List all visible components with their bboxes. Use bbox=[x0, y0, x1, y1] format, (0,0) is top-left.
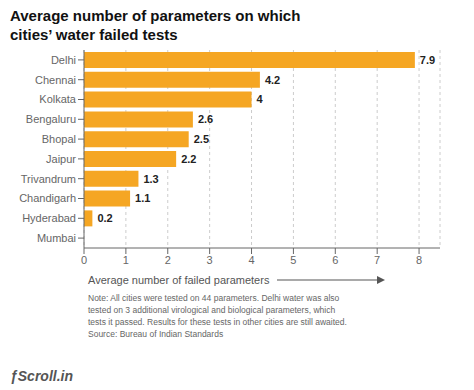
html-text:Average number of parameters o: Average number of parameters on which bbox=[10, 7, 301, 24]
svg-text:2.5: 2.5 bbox=[194, 133, 209, 145]
svg-text:2: 2 bbox=[165, 254, 171, 266]
svg-text:3: 3 bbox=[207, 254, 213, 266]
svg-text:8: 8 bbox=[416, 254, 422, 266]
svg-text:Bengaluru: Bengaluru bbox=[26, 113, 76, 125]
svg-text:4: 4 bbox=[248, 254, 254, 266]
svg-text:7: 7 bbox=[374, 254, 380, 266]
svg-text:7.9: 7.9 bbox=[420, 54, 435, 66]
svg-text:1: 1 bbox=[123, 254, 129, 266]
html-text:tests it passed. Results for t: tests it passed. Results for these tests… bbox=[88, 317, 347, 327]
svg-text:Delhi: Delhi bbox=[51, 54, 76, 66]
html-text:ƒScroll.in: ƒScroll.in bbox=[10, 368, 73, 384]
html-text:Note: All cities were tested o: Note: All cities were tested on 44 param… bbox=[88, 293, 340, 303]
svg-text:Jaipur: Jaipur bbox=[46, 153, 76, 165]
svg-text:4: 4 bbox=[257, 93, 264, 105]
svg-text:1.3: 1.3 bbox=[143, 173, 158, 185]
svg-text:6: 6 bbox=[332, 254, 338, 266]
svg-text:2.2: 2.2 bbox=[181, 153, 196, 165]
html-text:Source: Bureau of Indian Stand: Source: Bureau of Indian Standards bbox=[88, 329, 224, 339]
svg-text:5: 5 bbox=[290, 254, 296, 266]
svg-text:0.2: 0.2 bbox=[97, 212, 112, 224]
html-text:Average number of failed param: Average number of failed parameters bbox=[88, 274, 270, 286]
svg-text:2.6: 2.6 bbox=[198, 113, 213, 125]
svg-text:4.2: 4.2 bbox=[265, 74, 280, 86]
svg-text:Trivandrum: Trivandrum bbox=[21, 173, 76, 185]
svg-text:1.1: 1.1 bbox=[135, 192, 150, 204]
html-text:tested on 3 additional virolog: tested on 3 additional virological and b… bbox=[88, 305, 336, 315]
html-text:cities’ water failed tests: cities’ water failed tests bbox=[10, 26, 178, 43]
svg-text:Chennai: Chennai bbox=[35, 74, 76, 86]
svg-text:Bhopal: Bhopal bbox=[42, 133, 76, 145]
svg-text:Hyderabad: Hyderabad bbox=[22, 212, 76, 224]
svg-text:Mumbai: Mumbai bbox=[37, 232, 76, 244]
svg-text:Kolkata: Kolkata bbox=[39, 93, 77, 105]
svg-text:0: 0 bbox=[81, 254, 87, 266]
svg-text:Chandigarh: Chandigarh bbox=[19, 192, 76, 204]
